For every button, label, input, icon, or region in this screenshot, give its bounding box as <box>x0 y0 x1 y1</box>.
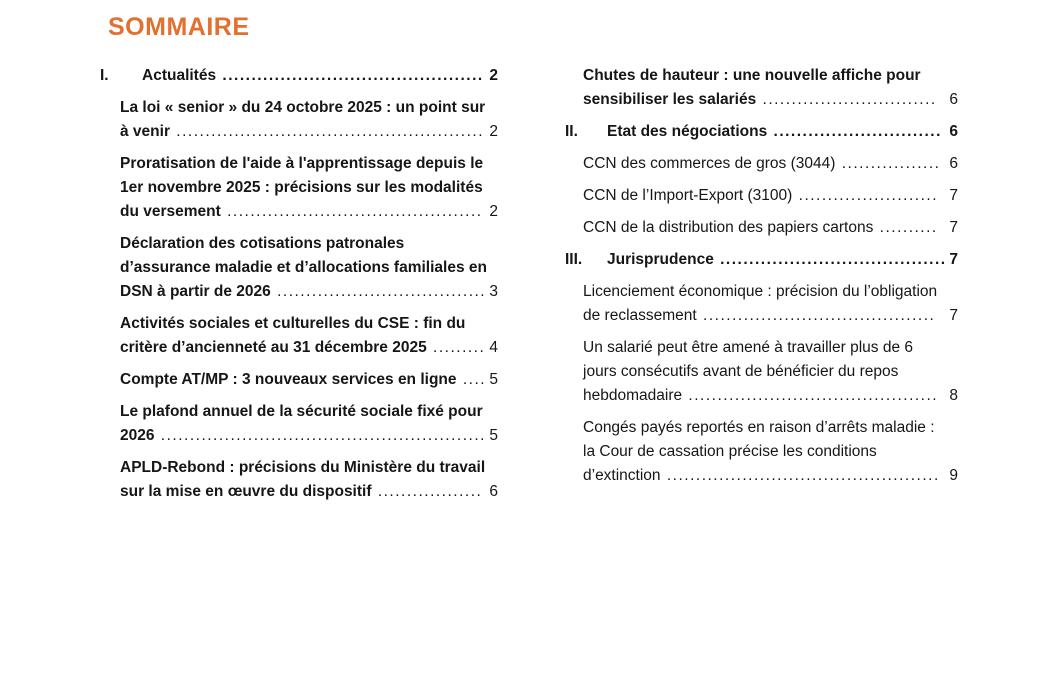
toc-dot-leader: ........................................… <box>222 67 484 84</box>
toc-entry-row[interactable]: Activités sociales et culturelles du CSE… <box>120 312 498 360</box>
toc-dot-leader: ........................................ <box>703 307 936 324</box>
toc-section-numeral: II. <box>565 123 578 140</box>
toc-page-number: 2 <box>489 123 498 140</box>
toc-page-number: 8 <box>949 387 958 404</box>
toc-page-number: 7 <box>949 307 958 324</box>
toc-entry-label: Proratisation de l'aide à l'apprentissag… <box>120 155 484 220</box>
toc-entry-row[interactable]: La loi « senior » du 24 octobre 2025 : u… <box>120 96 498 144</box>
toc-dot-leader: ......... <box>433 339 486 356</box>
toc-dot-leader: ........................................… <box>160 427 486 444</box>
toc-section-numeral: III. <box>565 251 583 268</box>
toc-page-number: 6 <box>949 123 958 140</box>
toc-entry-label: Le plafond annuel de la sécurité sociale… <box>120 403 483 444</box>
toc-entry-label: APLD-Rebond : précisions du Ministère du… <box>120 459 486 500</box>
toc-entry-row[interactable]: Licenciement économique : précision du l… <box>583 280 958 328</box>
toc-entry-label: Licenciement économique : précision du l… <box>583 283 938 324</box>
toc-page-number: 5 <box>489 427 498 444</box>
toc-column-right: Chutes de hauteur : une nouvelle affiche… <box>565 64 958 496</box>
sommaire-title: SOMMAIRE <box>108 13 250 41</box>
toc-dot-leader: .................................... <box>277 283 487 300</box>
toc-entry-row[interactable]: Congés payés reportés en raison d’arrêts… <box>583 416 958 488</box>
toc-entry-row[interactable]: CCN de la distribution des papiers carto… <box>583 216 958 240</box>
toc-dot-leader: ....................................... <box>720 251 947 268</box>
toc-dot-leader: ............................. <box>773 123 942 140</box>
toc-section-row[interactable]: II. Etat des négociations ..............… <box>565 120 958 144</box>
toc-entry-row[interactable]: APLD-Rebond : précisions du Ministère du… <box>120 456 498 504</box>
toc-entry-label: Compte AT/MP : 3 nouveaux services en li… <box>120 371 457 388</box>
toc-section-numeral: I. <box>100 67 109 84</box>
toc-entry-label: Chutes de hauteur : une nouvelle affiche… <box>583 67 921 108</box>
toc-entry-label: Un salarié peut être amené à travailler … <box>583 339 913 404</box>
toc-section-row[interactable]: I. Actualités ..........................… <box>100 64 498 88</box>
toc-page-number: 6 <box>949 155 958 172</box>
toc-section-row[interactable]: III. Jurisprudence .....................… <box>565 248 958 272</box>
toc-entry-label: La loi « senior » du 24 octobre 2025 : u… <box>120 99 486 140</box>
toc-entry-label: Actualités <box>142 67 217 84</box>
toc-entry-row[interactable]: Le plafond annuel de la sécurité sociale… <box>120 400 498 448</box>
toc-entry-row[interactable]: CCN de l’Import-Export (3100) ..........… <box>583 184 958 208</box>
toc-entry-label: Congés payés reportés en raison d’arrêts… <box>583 419 935 484</box>
toc-dot-leader: .................. <box>377 483 483 500</box>
toc-page-number: 5 <box>489 371 498 388</box>
toc-entry-row[interactable]: Compte AT/MP : 3 nouveaux services en li… <box>120 368 498 392</box>
toc-dot-leader: ........................................… <box>666 467 940 484</box>
toc-dot-leader: ........................ <box>798 187 938 204</box>
toc-page-number: 6 <box>949 91 958 108</box>
toc-page-number: 7 <box>949 187 958 204</box>
toc-dot-leader: .............................. <box>762 91 937 108</box>
toc-page-number: 9 <box>949 467 958 484</box>
toc-page-number: 4 <box>489 339 498 356</box>
toc-page-number: 6 <box>489 483 498 500</box>
toc-column-left: I. Actualités ..........................… <box>100 64 498 512</box>
toc-entry-label: Déclaration des cotisations patronales d… <box>120 235 487 300</box>
toc-entry-label: Jurisprudence <box>607 251 714 268</box>
toc-dot-leader: ................. <box>841 155 941 172</box>
toc-entry-row[interactable]: Un salarié peut être amené à travailler … <box>583 336 958 408</box>
toc-dot-leader: ........................................… <box>227 203 483 220</box>
toc-entry-row[interactable]: CCN des commerces de gros (3044) .......… <box>583 152 958 176</box>
toc-dot-leader: .... <box>462 371 487 388</box>
toc-dot-leader: ........................................… <box>688 387 939 404</box>
toc-page-number: 7 <box>949 251 958 268</box>
toc-page-number: 3 <box>489 283 498 300</box>
toc-entry-row[interactable]: Proratisation de l'aide à l'apprentissag… <box>120 152 498 224</box>
toc-entry-label: Activités sociales et culturelles du CSE… <box>120 315 466 356</box>
toc-page-number: 2 <box>489 67 498 84</box>
toc-dot-leader: ........................................… <box>176 123 485 140</box>
toc-entry-label: CCN des commerces de gros (3044) <box>583 155 836 172</box>
toc-entry-label: CCN de la distribution des papiers carto… <box>583 219 874 236</box>
toc-dot-leader: .......... <box>879 219 938 236</box>
toc-entry-row[interactable]: Déclaration des cotisations patronales d… <box>120 232 498 304</box>
toc-entry-label: CCN de l’Import-Export (3100) <box>583 187 793 204</box>
toc-entry-row[interactable]: Chutes de hauteur : une nouvelle affiche… <box>583 64 958 112</box>
toc-entry-label: Etat des négociations <box>607 123 768 140</box>
toc-page-number: 7 <box>949 219 958 236</box>
toc-page-number: 2 <box>489 203 498 220</box>
